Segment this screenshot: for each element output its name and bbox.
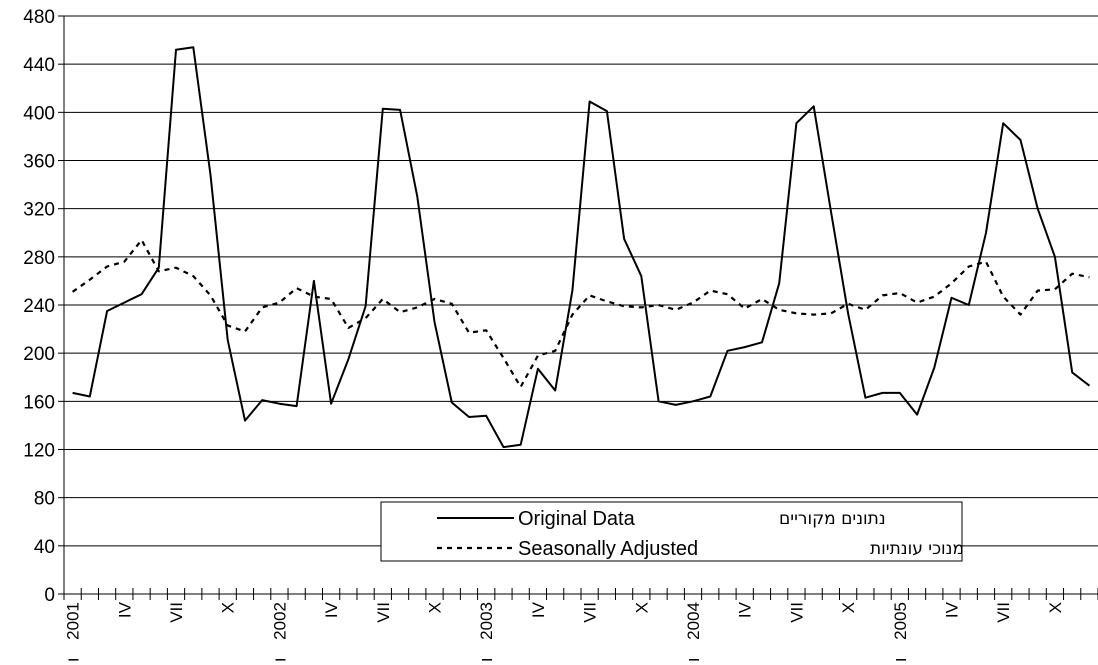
- x-tick-label: 2002: [270, 602, 289, 640]
- year-marker: ו: [270, 658, 289, 662]
- legend-label-original-hebrew: נתונים מקוריים: [779, 509, 886, 529]
- x-tick-label: X: [632, 602, 651, 613]
- y-tick-label: 280: [23, 248, 55, 269]
- y-tick-label: 40: [34, 537, 55, 558]
- x-tick-label: IV: [529, 601, 548, 618]
- x-tick-label: 2003: [477, 602, 496, 640]
- series-lines: [71, 46, 1091, 449]
- x-tick-label: 2004: [684, 602, 703, 640]
- legend: Original Data נתונים מקוריים Seasonally …: [380, 501, 964, 562]
- x-tick-label: VII: [374, 602, 393, 623]
- x-axis: 2001 IV VII X 2002 IV VII X 2003 IV VII X 2004 IV VII X…: [63, 588, 1098, 662]
- x-tick-label: IV: [322, 601, 341, 618]
- x-tick-label: IV: [115, 601, 134, 618]
- y-tick-label: 360: [23, 152, 55, 173]
- x-tick-label: 2001: [64, 602, 83, 640]
- x-tick-label: X: [839, 602, 858, 613]
- y-tick-label: 240: [23, 296, 55, 317]
- y-tick-label: 160: [23, 392, 55, 413]
- series-line-seasonally-adjusted: [71, 238, 1090, 388]
- y-tick-label: 320: [23, 200, 55, 221]
- y-axis: 0 40 80 120 160 200 240 280 320 360 400 440 480: [23, 7, 65, 606]
- y-tick-label: 400: [23, 103, 55, 124]
- legend-box: [380, 501, 963, 562]
- y-tick-label: 120: [23, 441, 55, 462]
- x-tick-label: X: [219, 602, 238, 613]
- year-marker: ו: [477, 658, 496, 662]
- year-marker: ו: [64, 658, 83, 662]
- x-tick-label: X: [1046, 602, 1065, 613]
- legend-label-adjusted: Seasonally Adjusted: [518, 538, 698, 560]
- y-tick-label: 0: [44, 585, 55, 606]
- x-tick-label: IV: [736, 601, 755, 618]
- legend-label-original: Original Data: [518, 508, 636, 530]
- year-marker: ו: [891, 658, 910, 662]
- gridlines: [64, 15, 1098, 547]
- x-tick-label: VII: [581, 602, 600, 623]
- legend-label-adjusted-hebrew: מנוכי עונתיות: [870, 539, 964, 559]
- y-tick-label: 200: [23, 344, 55, 365]
- x-tick-label: VII: [994, 602, 1013, 623]
- y-tick-label: 80: [34, 489, 55, 510]
- x-tick-label: IV: [943, 601, 962, 618]
- y-tick-label: 440: [23, 55, 55, 76]
- series-line-original-data: [72, 46, 1091, 449]
- x-tick-label: VII: [167, 602, 186, 623]
- x-tick-label: 2005: [891, 602, 910, 640]
- x-tick-label: VII: [787, 602, 806, 623]
- x-tick-label: X: [426, 602, 445, 613]
- year-marker: ו: [684, 658, 703, 662]
- y-tick-label: 480: [23, 7, 55, 28]
